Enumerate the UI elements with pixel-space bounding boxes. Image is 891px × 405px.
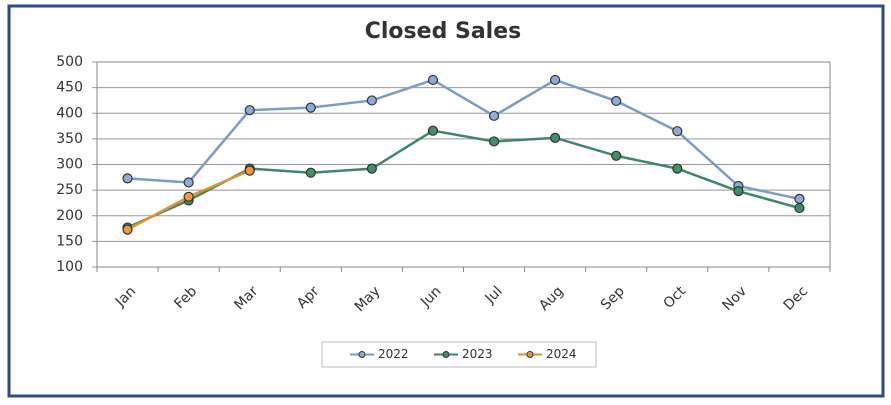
- point: [672, 126, 683, 137]
- point: [305, 102, 316, 113]
- legend-marker: [442, 351, 450, 358]
- point: [550, 74, 561, 86]
- legend-label: 2022: [378, 347, 409, 361]
- y-tick-label: 350: [56, 131, 83, 147]
- point: [427, 125, 439, 136]
- point: [366, 163, 377, 174]
- y-tick-label: 400: [56, 105, 83, 121]
- point: [122, 224, 133, 235]
- y-tick-label: 150: [56, 233, 83, 249]
- point: [488, 110, 500, 121]
- point: [427, 74, 439, 86]
- point: [183, 191, 194, 202]
- series-line: [127, 78, 800, 201]
- point: [366, 95, 377, 106]
- point: [305, 167, 316, 178]
- point: [794, 202, 805, 214]
- frame: [7, 4, 885, 398]
- point: [611, 150, 622, 161]
- chart-title: Closed Sales: [365, 19, 521, 44]
- point: [733, 186, 744, 197]
- y-tick-label: 250: [56, 182, 83, 198]
- y-tick-label: 500: [56, 54, 83, 70]
- point: [672, 163, 683, 174]
- legend-marker: [526, 351, 534, 358]
- point: [794, 193, 805, 204]
- y-tick-label: 200: [56, 208, 83, 224]
- legend-label: 2024: [546, 347, 577, 361]
- point: [611, 95, 622, 107]
- point: [183, 177, 194, 188]
- y-tick-label: 300: [56, 157, 83, 173]
- legend-marker: [358, 351, 366, 358]
- y-tick-label: 450: [56, 80, 83, 96]
- point: [122, 173, 133, 184]
- point: [488, 136, 500, 147]
- point: [244, 165, 255, 176]
- y-tick-label: 100: [56, 259, 83, 275]
- point: [550, 132, 561, 143]
- legend-label: 2023: [462, 347, 493, 361]
- point: [244, 105, 255, 116]
